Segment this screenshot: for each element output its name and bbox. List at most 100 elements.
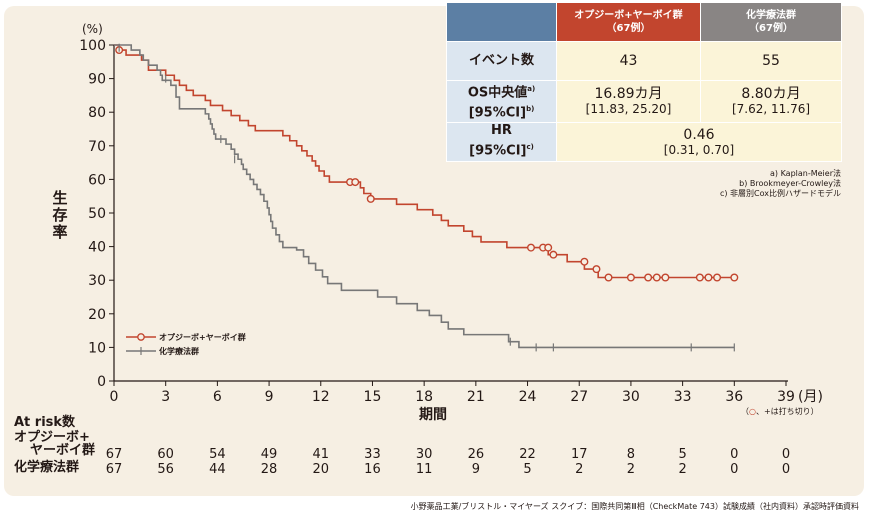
- y-tick-label: 10: [88, 340, 106, 356]
- y-axis-label-char: 存: [52, 206, 68, 224]
- y-tick-label: 60: [88, 172, 106, 188]
- at-risk-title: At risk数: [14, 415, 76, 430]
- at-risk-value-group2: 9: [471, 462, 480, 477]
- circle-marker-icon: [126, 333, 156, 341]
- x-tick-label: 18: [415, 389, 433, 405]
- at-risk-label-group1-line2: ヤーボイ群: [30, 443, 96, 458]
- censor-mark-circle: [695, 273, 704, 282]
- censor-mark-circle: [604, 273, 613, 282]
- y-axis-label: 生 存 率: [52, 190, 68, 241]
- events-group2: 55: [700, 41, 842, 81]
- x-tick-label: 0: [110, 389, 119, 405]
- footnote-a: a) Kaplan-Meier法: [770, 169, 841, 178]
- censor-mark-circle: [652, 273, 661, 282]
- censor-mark-circle: [366, 194, 375, 203]
- y-tick-label: 100: [79, 38, 106, 54]
- at-risk-value-group2: 28: [260, 462, 278, 477]
- x-tick-label: 12: [312, 389, 330, 405]
- at-risk-value-group1: 22: [519, 447, 536, 462]
- at-risk-value-group1: 8: [626, 447, 636, 462]
- legend-label-group1: オプジーボ+ヤーボイ群: [159, 332, 246, 342]
- censor-mark-circle: [549, 250, 558, 259]
- at-risk-value-group1: 5: [678, 447, 687, 462]
- at-risk-value-group1: 33: [364, 447, 381, 462]
- at-risk-value-group2: 44: [209, 462, 226, 477]
- y-tick-label: 90: [88, 72, 106, 88]
- at-risk-value-group2: 5: [523, 462, 532, 477]
- at-risk-value-group2: 2: [678, 462, 687, 477]
- x-axis-title: 期間: [419, 407, 447, 423]
- at-risk-value-group2: 0: [781, 462, 791, 477]
- header-group2: 化学療法群 （67例）: [700, 2, 842, 42]
- y-axis-label-char: 生: [52, 189, 68, 207]
- x-tick-label: 36: [725, 389, 743, 405]
- at-risk-value-group2: 20: [312, 462, 330, 477]
- x-tick-label: 27: [570, 389, 588, 405]
- legend-item-group1: オプジーボ+ヤーボイ群: [126, 330, 246, 344]
- at-risk-label-group1-line1: オプジーボ+: [14, 430, 90, 445]
- at-risk-value-group2: 11: [415, 462, 433, 477]
- at-risk-value-group1: 41: [312, 447, 330, 462]
- legend-label-group2: 化学療法群: [159, 346, 199, 356]
- at-risk-value-group1: 17: [570, 447, 588, 462]
- y-tick-label: 40: [88, 240, 106, 256]
- censor-mark-circle: [713, 273, 722, 282]
- x-tick-label: 6: [213, 389, 222, 405]
- at-risk-value-group2: 67: [105, 462, 123, 477]
- x-tick-label: 24: [519, 389, 537, 405]
- at-risk-value-group2: 16: [364, 462, 381, 477]
- x-tick-label: 30: [622, 389, 640, 405]
- x-tick-label: 3: [161, 389, 170, 405]
- plus-marker-icon: [126, 347, 156, 355]
- at-risk-value-group1: 49: [260, 447, 278, 462]
- y-axis-label-char: 率: [52, 223, 68, 241]
- censor-mark-circle: [592, 265, 601, 274]
- censor-mark-circle: [704, 273, 713, 282]
- y-tick-label: 80: [88, 105, 106, 121]
- legend: オプジーボ+ヤーボイ群 化学療法群: [126, 330, 246, 358]
- summary-table: オプジーボ+ヤーボイ群 （67例） 化学療法群 （67例） イベント数 43 55 …: [446, 2, 842, 162]
- hr-value: 0.46 [0.31, 0.70]: [556, 121, 842, 162]
- median-os-group2: 8.80カ月 [7.62, 11.76]: [700, 80, 842, 123]
- at-risk-value-group1: 67: [105, 447, 123, 462]
- y-unit-label: (%): [82, 22, 103, 36]
- censor-mark-circle: [544, 243, 553, 252]
- y-tick-label: 30: [88, 273, 106, 289]
- at-risk-value-group1: 0: [781, 447, 791, 462]
- footnote-c: c) 非層別Cox比例ハザードモデル: [719, 189, 841, 198]
- at-risk-value-group2: 0: [730, 462, 739, 477]
- header-group1: オプジーボ+ヤーボイ群 （67例）: [556, 2, 701, 42]
- source-citation: 小野薬品工業/ブリストル・マイヤーズ スクイブ：国際共同第Ⅲ相（CheckMat…: [410, 502, 859, 511]
- x-unit-label: (月): [798, 389, 823, 405]
- row-label-median-os: OS中央値a) [95%CI]b): [446, 80, 557, 123]
- km-curve-series-2: [114, 44, 735, 349]
- at-risk-value-group1: 60: [157, 447, 174, 462]
- table-corner: [446, 2, 557, 42]
- censor-mark-circle: [661, 273, 670, 282]
- censor-mark-circle: [730, 273, 739, 282]
- legend-item-group2: 化学療法群: [126, 344, 246, 358]
- km-curve-series-1: [114, 44, 735, 279]
- y-tick-label: 70: [88, 139, 106, 155]
- at-risk-label-group2: 化学療法群: [14, 460, 80, 475]
- footnote-b: b) Brookmeyer-Crowley法: [739, 179, 841, 188]
- x-tick-label: 15: [364, 389, 382, 405]
- x-tick-label: 9: [265, 389, 274, 405]
- at-risk-value-group2: 2: [575, 462, 584, 477]
- footnotes: a) Kaplan-Meier法 b) Brookmeyer-Crowley法 …: [720, 169, 841, 199]
- row-label-events: イベント数: [446, 41, 557, 81]
- x-tick-label: 33: [674, 389, 692, 405]
- row-label-hr: HR [95%CI]c): [446, 121, 557, 162]
- at-risk-value-group1: 30: [415, 447, 433, 462]
- censor-mark-circle: [526, 243, 535, 252]
- x-tick-label: 21: [467, 389, 485, 405]
- y-tick-label: 0: [97, 374, 106, 390]
- y-tick-label: 50: [88, 206, 106, 222]
- at-risk-value-group1: 0: [730, 447, 739, 462]
- censor-mark-circle: [351, 178, 360, 187]
- censor-marks: [115, 43, 739, 352]
- at-risk-value-group2: 2: [626, 462, 636, 477]
- at-risk-value-group1: 26: [467, 447, 485, 462]
